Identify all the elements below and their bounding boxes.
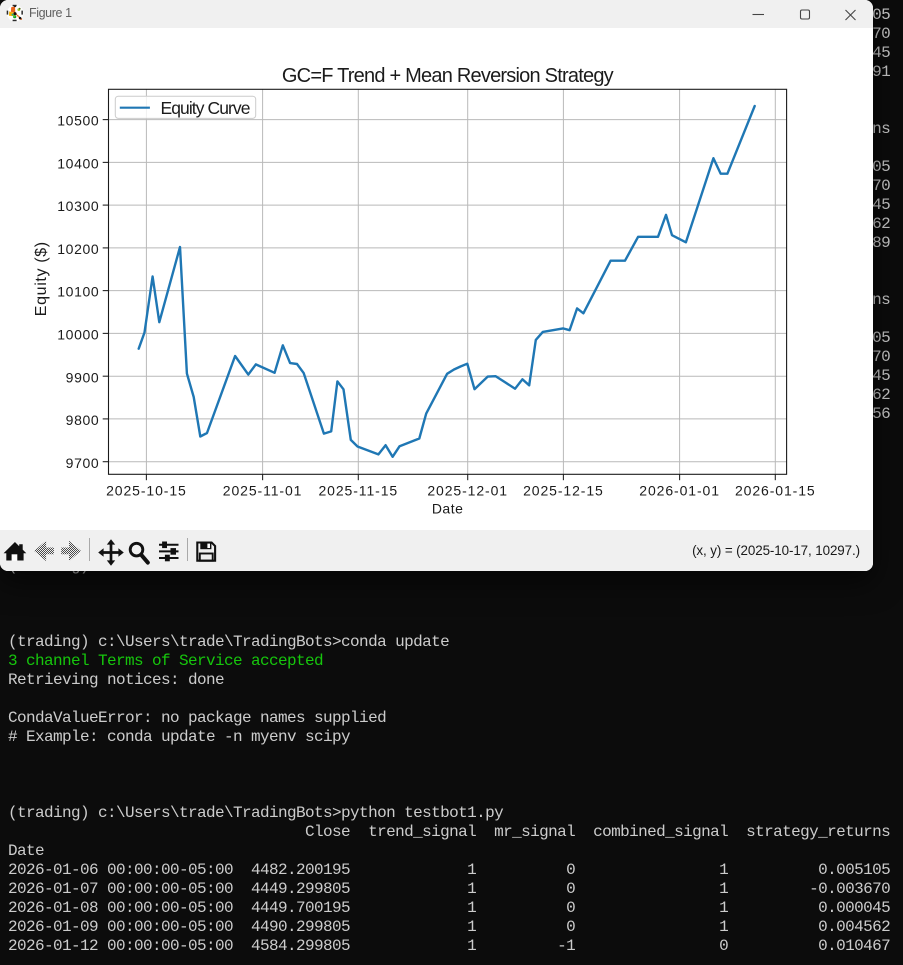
svg-text:2025-12-01: 2025-12-01: [427, 482, 508, 498]
svg-text:Date: Date: [432, 501, 464, 517]
svg-text:Equity ($): Equity ($): [33, 241, 50, 316]
svg-text:10200: 10200: [57, 241, 99, 257]
svg-text:2026-01-15: 2026-01-15: [735, 482, 816, 498]
svg-text:10000: 10000: [57, 327, 99, 343]
svg-text:Equity Curve: Equity Curve: [161, 98, 250, 118]
svg-text:2025-12-15: 2025-12-15: [523, 482, 604, 498]
svg-text:9900: 9900: [66, 369, 100, 385]
svg-text:2026-01-01: 2026-01-01: [639, 482, 720, 498]
svg-text:2025-11-01: 2025-11-01: [223, 482, 303, 498]
svg-text:9800: 9800: [66, 412, 100, 428]
svg-text:9700: 9700: [66, 455, 100, 471]
svg-text:10100: 10100: [57, 284, 99, 300]
svg-text:10500: 10500: [57, 113, 99, 129]
svg-text:2025-10-15: 2025-10-15: [106, 482, 187, 498]
svg-text:2025-11-15: 2025-11-15: [319, 482, 399, 498]
svg-text:10400: 10400: [57, 156, 99, 172]
svg-text:10300: 10300: [57, 198, 99, 214]
svg-text:GC=F Trend + Mean Reversion St: GC=F Trend + Mean Reversion Strategy: [282, 65, 614, 87]
